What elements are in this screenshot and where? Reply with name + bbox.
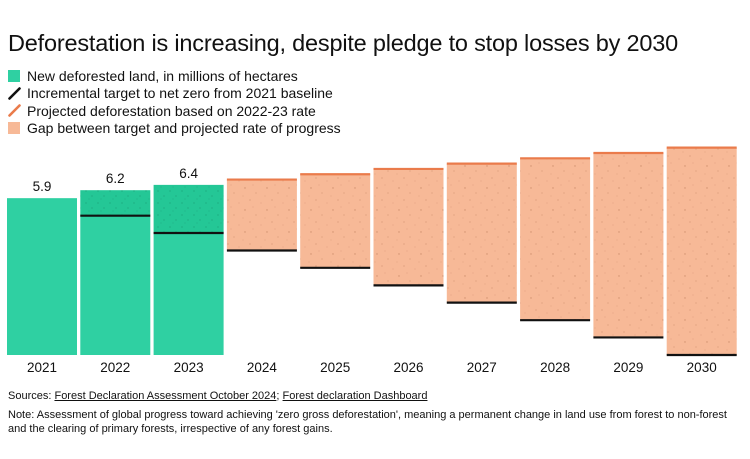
- x-tick-2021: 2021: [27, 360, 57, 375]
- sources-prefix: Sources:: [8, 390, 55, 402]
- gap-texture-2027: [446, 163, 517, 303]
- gap-texture-2025: [300, 174, 371, 268]
- legend-label-projected: Projected deforestation based on 2022-23…: [27, 102, 316, 119]
- x-tick-2029: 2029: [613, 360, 643, 375]
- data-label-2022: 6.2: [106, 171, 125, 186]
- source-link-dashboard[interactable]: Forest declaration Dashboard: [282, 390, 428, 402]
- x-tick-2030: 2030: [687, 360, 717, 375]
- legend: New deforested land, in millions of hect…: [8, 67, 341, 137]
- chart-plot: 5.9 2021 6.2 2022 6.4 2023 2024 2025 2026 2027 202…: [7, 146, 737, 375]
- legend-item-actual: New deforested land, in millions of hect…: [8, 67, 341, 85]
- legend-item-target: Incremental target to net zero from 2021…: [8, 85, 341, 103]
- gap-texture-2028: [520, 158, 591, 321]
- gap-texture-2029: [593, 152, 664, 338]
- chart-note: Note: Assessment of global progress towa…: [8, 409, 727, 435]
- x-tick-2026: 2026: [393, 360, 423, 375]
- x-tick-2025: 2025: [320, 360, 350, 375]
- data-label-2023: 6.4: [179, 166, 198, 181]
- bar-actual-2022: [80, 215, 151, 355]
- legend-swatch-actual: [8, 69, 20, 82]
- legend-line-target-icon: [8, 86, 21, 100]
- gap-texture-2024: [226, 179, 297, 251]
- legend-label-actual: New deforested land, in millions of hect…: [27, 67, 298, 84]
- x-tick-2024: 2024: [247, 360, 278, 375]
- data-label-2021: 5.9: [33, 179, 52, 194]
- chart-title: Deforestation is increasing, despite ple…: [8, 30, 679, 56]
- legend-label-gap: Gap between target and projected rate of…: [27, 120, 341, 137]
- gap-texture-2026: [373, 168, 444, 286]
- bar-actual-gap-texture-2022: [80, 190, 151, 216]
- x-tick-2022: 2022: [100, 360, 130, 375]
- x-tick-2023: 2023: [174, 360, 204, 375]
- legend-swatch-gap: [8, 122, 20, 135]
- legend-item-projected: Projected deforestation based on 2022-23…: [8, 102, 341, 120]
- sources-separator: ;: [276, 390, 283, 402]
- legend-line-projected-icon: [8, 104, 21, 118]
- bar-actual-2023: [153, 232, 224, 355]
- legend-label-target: Incremental target to net zero from 2021…: [27, 85, 333, 102]
- bar-actual-gap-texture-2023: [153, 184, 224, 233]
- bar-actual-2021: [7, 198, 77, 355]
- x-tick-2027: 2027: [467, 360, 497, 375]
- gap-texture-2030: [666, 147, 737, 355]
- legend-item-gap: Gap between target and projected rate of…: [8, 120, 341, 138]
- sources: Sources: Forest Declaration Assessment O…: [8, 390, 427, 402]
- source-link-assessment[interactable]: Forest Declaration Assessment October 20…: [54, 390, 277, 402]
- x-tick-2028: 2028: [540, 360, 570, 375]
